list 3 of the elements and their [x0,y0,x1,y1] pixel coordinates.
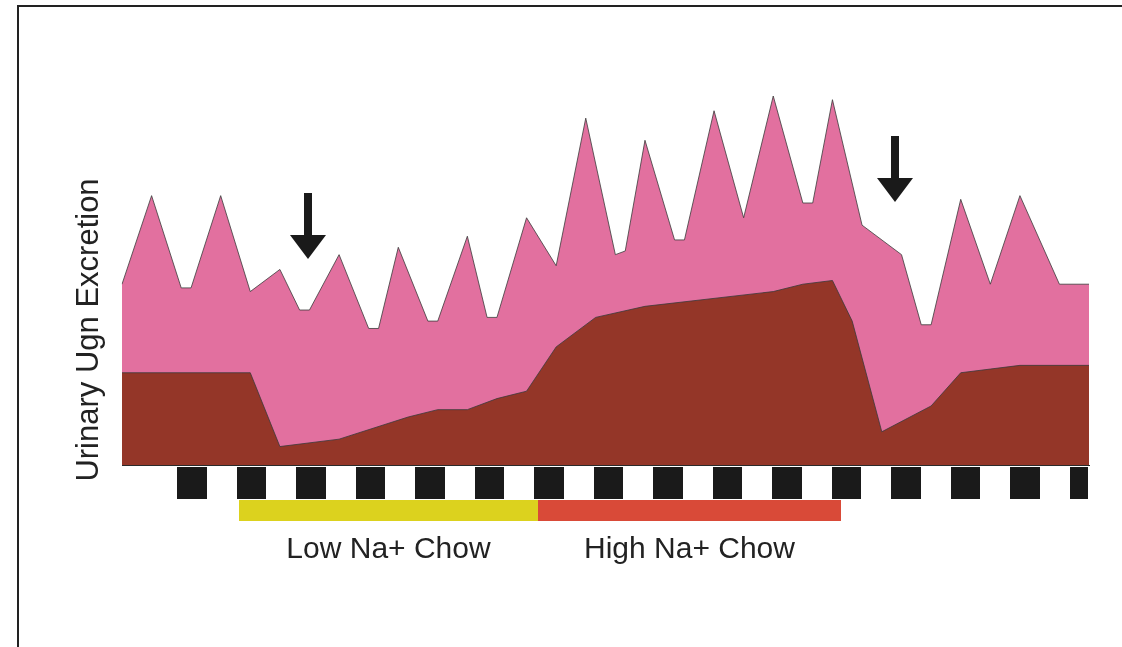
y-axis-title: Urinary Ugn Excretion [70,178,106,482]
text: High Na+ Chow [584,531,795,565]
text: Low Na+ Chow [286,531,491,565]
